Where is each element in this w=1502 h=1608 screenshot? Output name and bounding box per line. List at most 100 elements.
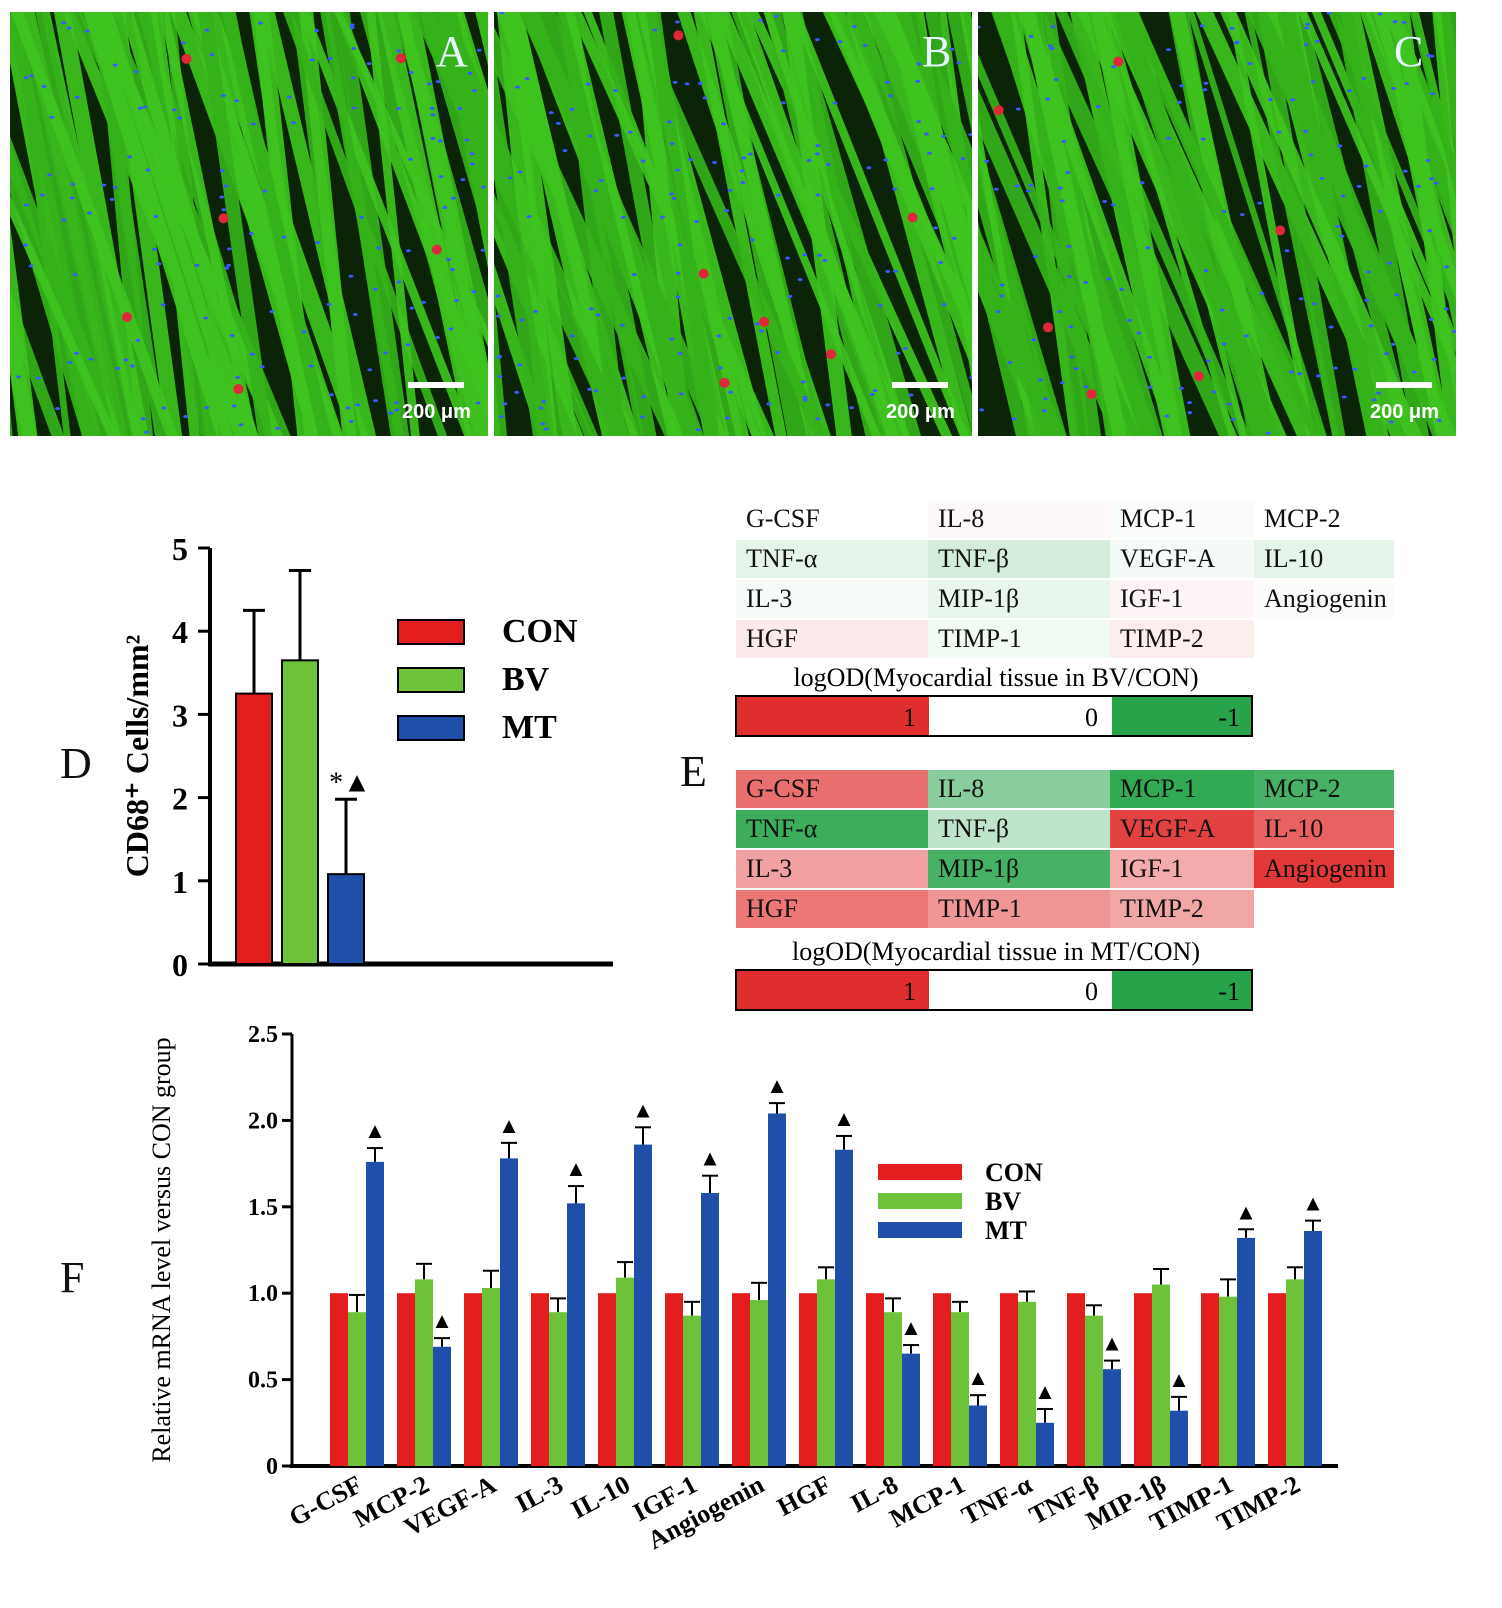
chart-f-bar-mt	[1036, 1422, 1054, 1466]
nucleus	[112, 63, 118, 67]
heatmap-bv-cell-label: TIMP-1	[938, 624, 1022, 653]
nucleus	[1337, 144, 1343, 148]
nucleus	[1377, 12, 1383, 16]
muscle-fiber	[978, 12, 1084, 436]
nucleus	[519, 318, 525, 322]
chart-f-category-label: IL-3	[511, 1470, 568, 1519]
nucleus	[61, 218, 67, 222]
nucleus	[902, 347, 908, 351]
chart-f-y-tick-label: 2.5	[248, 1022, 278, 1048]
nucleus	[156, 262, 162, 266]
nucleus	[721, 122, 727, 126]
nucleus	[1164, 414, 1170, 418]
nucleus	[1451, 329, 1456, 333]
muscle-fiber	[695, 12, 835, 436]
chart-f-significance-mark: ▲	[833, 1106, 855, 1131]
nucleus	[366, 62, 372, 66]
muscle-fiber	[552, 12, 693, 436]
heatmap-bv-cell	[736, 500, 928, 538]
nucleus	[143, 430, 149, 434]
heatmap-bv-cell-label: TIMP-2	[1120, 624, 1204, 653]
chart-f-bar-bv	[348, 1312, 366, 1466]
chart-f-bar-mt	[1304, 1230, 1322, 1466]
chart-f-bar-mt	[567, 1203, 585, 1466]
nucleus	[1059, 381, 1065, 385]
nucleus	[72, 273, 78, 277]
nucleus	[984, 159, 990, 163]
nucleus	[351, 106, 357, 110]
nucleus	[916, 62, 922, 66]
nucleus	[1065, 170, 1071, 174]
nucleus	[177, 116, 183, 120]
nucleus	[1390, 342, 1396, 346]
nucleus	[257, 21, 263, 25]
nucleus	[941, 302, 947, 306]
nucleus	[956, 61, 962, 65]
nucleus	[66, 26, 72, 30]
chart-f-legend-label: MT	[985, 1216, 1027, 1245]
nucleus	[86, 211, 92, 215]
cd68-cell	[395, 53, 406, 64]
nucleus	[877, 303, 883, 307]
nucleus	[394, 408, 400, 412]
chart-f-bar-con	[1268, 1293, 1286, 1466]
chart-d-y-tick-label: 3	[172, 697, 188, 733]
nucleus	[1387, 261, 1393, 265]
nucleus	[524, 77, 530, 81]
nucleus	[884, 80, 890, 84]
nucleus	[543, 427, 549, 431]
cd68-cell	[673, 30, 684, 41]
nucleus	[171, 108, 177, 112]
scale-bar-a	[408, 382, 464, 388]
chart-f-significance-mark: ▲	[431, 1308, 453, 1333]
nucleus	[517, 170, 523, 174]
nucleus	[437, 139, 443, 143]
cd68-cell	[1193, 371, 1204, 382]
nucleus	[112, 185, 118, 189]
nucleus	[35, 376, 41, 380]
muscle-fiber	[1080, 12, 1204, 436]
nucleus	[262, 189, 268, 193]
nucleus	[1257, 201, 1263, 205]
chart-f-bar-con	[933, 1293, 951, 1466]
nucleus	[496, 355, 502, 359]
nucleus	[1429, 177, 1435, 181]
nucleus	[1304, 26, 1310, 30]
nucleus	[814, 38, 820, 42]
cd68-cell	[181, 53, 192, 64]
nucleus	[888, 94, 894, 98]
nucleus	[1230, 418, 1236, 422]
nucleus	[161, 406, 167, 410]
nucleus	[915, 79, 921, 83]
heatmap-mt-cell-label: IGF-1	[1120, 854, 1184, 883]
nucleus	[1234, 41, 1240, 45]
chart-f-significance-mark: ▲	[1302, 1191, 1324, 1216]
chart-f-significance-mark: ▲	[699, 1146, 721, 1171]
nucleus	[800, 380, 806, 384]
nucleus	[740, 181, 746, 185]
muscle-fiber	[1325, 12, 1442, 436]
nucleus	[885, 269, 891, 273]
chart-d-legend-swatch	[397, 715, 465, 741]
nucleus	[621, 376, 627, 380]
nucleus	[480, 248, 486, 252]
nucleus	[1014, 184, 1020, 188]
nucleus	[1392, 20, 1398, 24]
heatmap-mt-cell	[1254, 850, 1394, 888]
nucleus	[814, 152, 820, 156]
nucleus	[1166, 48, 1172, 52]
nucleus	[140, 417, 146, 421]
nucleus	[883, 158, 889, 162]
nucleus	[61, 21, 67, 25]
nucleus	[1041, 409, 1047, 413]
heatmap-bv-scale-frame	[735, 695, 1253, 737]
nucleus	[1416, 184, 1422, 188]
chart-d: 0 1 2 3 4 5 CD68⁺ Cells/mm² *▲ CON BV MT	[119, 531, 613, 983]
nucleus	[226, 247, 232, 251]
nucleus	[352, 312, 358, 316]
micrograph-b-letter: B	[922, 27, 952, 76]
chart-f-y-tick-label: 0	[266, 1454, 278, 1480]
muscle-fiber	[1172, 12, 1346, 436]
nucleus	[815, 144, 821, 148]
micrograph-c-letter: C	[1394, 27, 1424, 76]
